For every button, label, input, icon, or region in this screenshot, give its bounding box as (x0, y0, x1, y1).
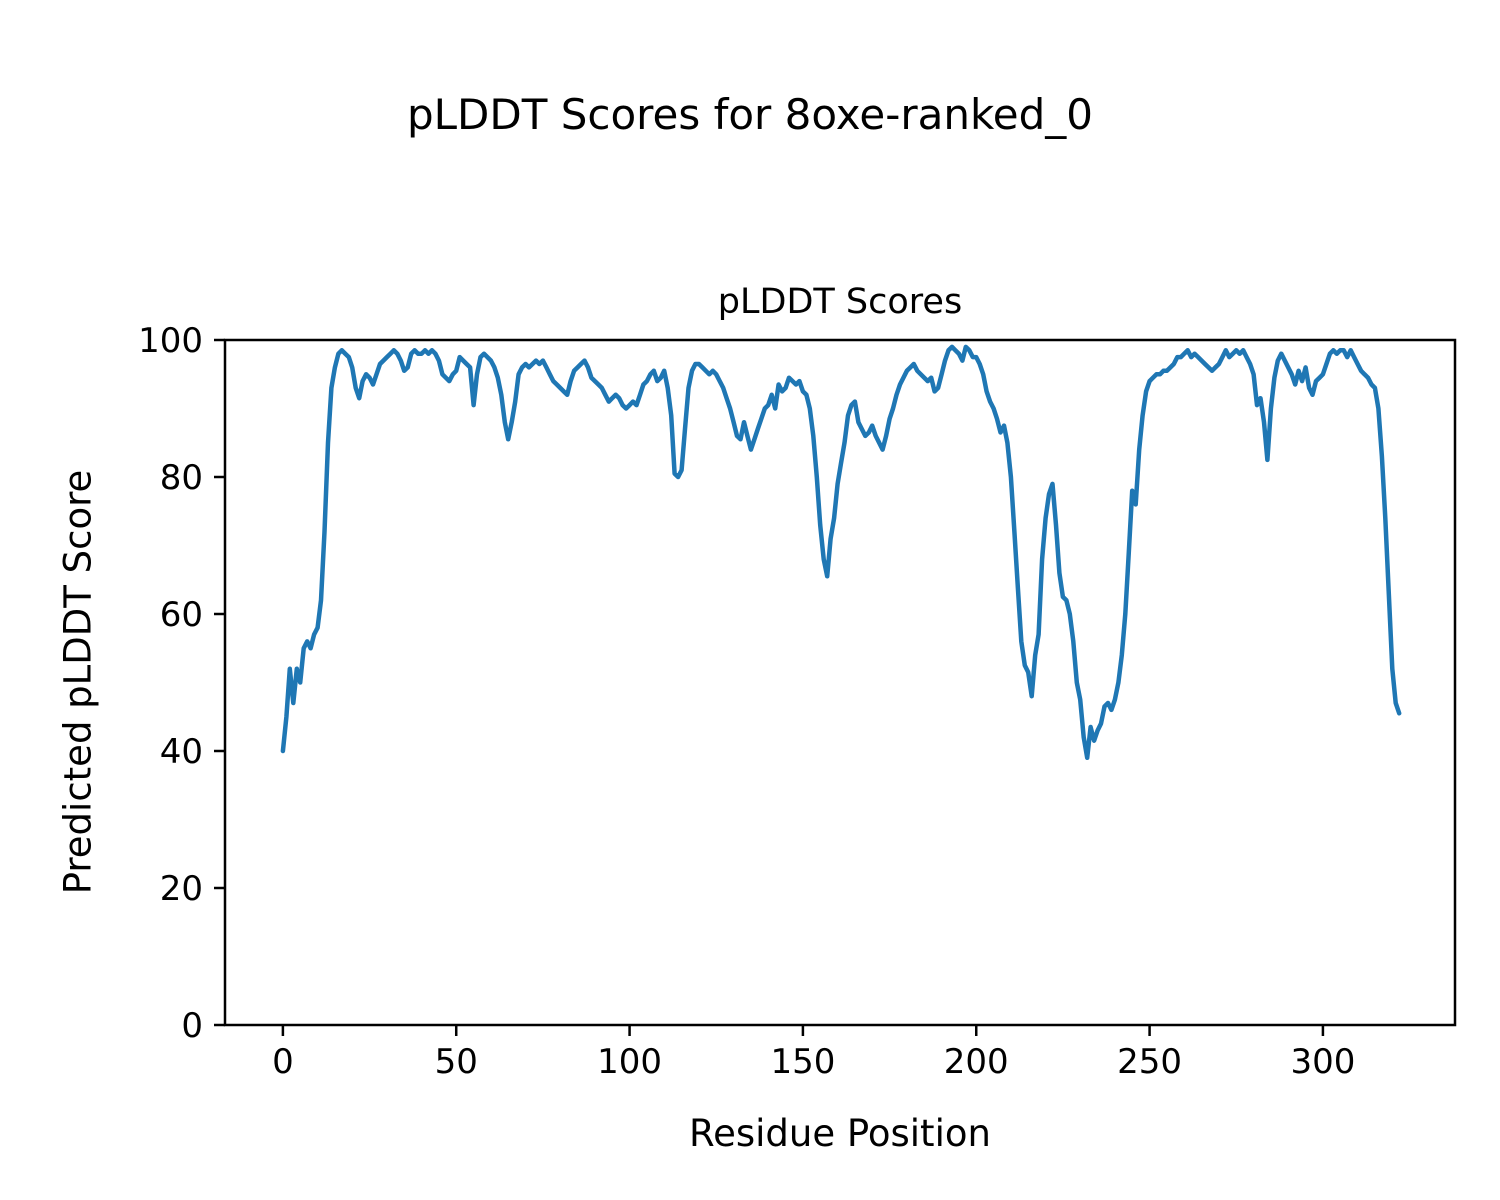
y-tick-label: 100 (138, 321, 203, 361)
plot-frame (223, 338, 1457, 1027)
x-tick-label: 150 (770, 1042, 835, 1082)
y-tick-label: 60 (160, 595, 203, 635)
x-tick-label: 0 (272, 1042, 294, 1082)
y-tick-label: 40 (160, 732, 203, 772)
x-tick-label: 50 (435, 1042, 478, 1082)
x-axis-label: Residue Position (689, 1112, 991, 1155)
y-tick-label: 20 (160, 869, 203, 909)
figure-title: pLDDT Scores for 8oxe-ranked_0 (406, 90, 1094, 139)
x-tick-label: 200 (944, 1042, 1009, 1082)
x-tick-label: 300 (1290, 1042, 1355, 1082)
y-tick-label: 80 (160, 458, 203, 498)
y-tick-label: 0 (181, 1006, 203, 1046)
plddt-line (280, 344, 1402, 761)
x-tick-label: 100 (597, 1042, 662, 1082)
axes-title: pLDDT Scores (717, 282, 963, 322)
x-tick-label: 250 (1117, 1042, 1182, 1082)
